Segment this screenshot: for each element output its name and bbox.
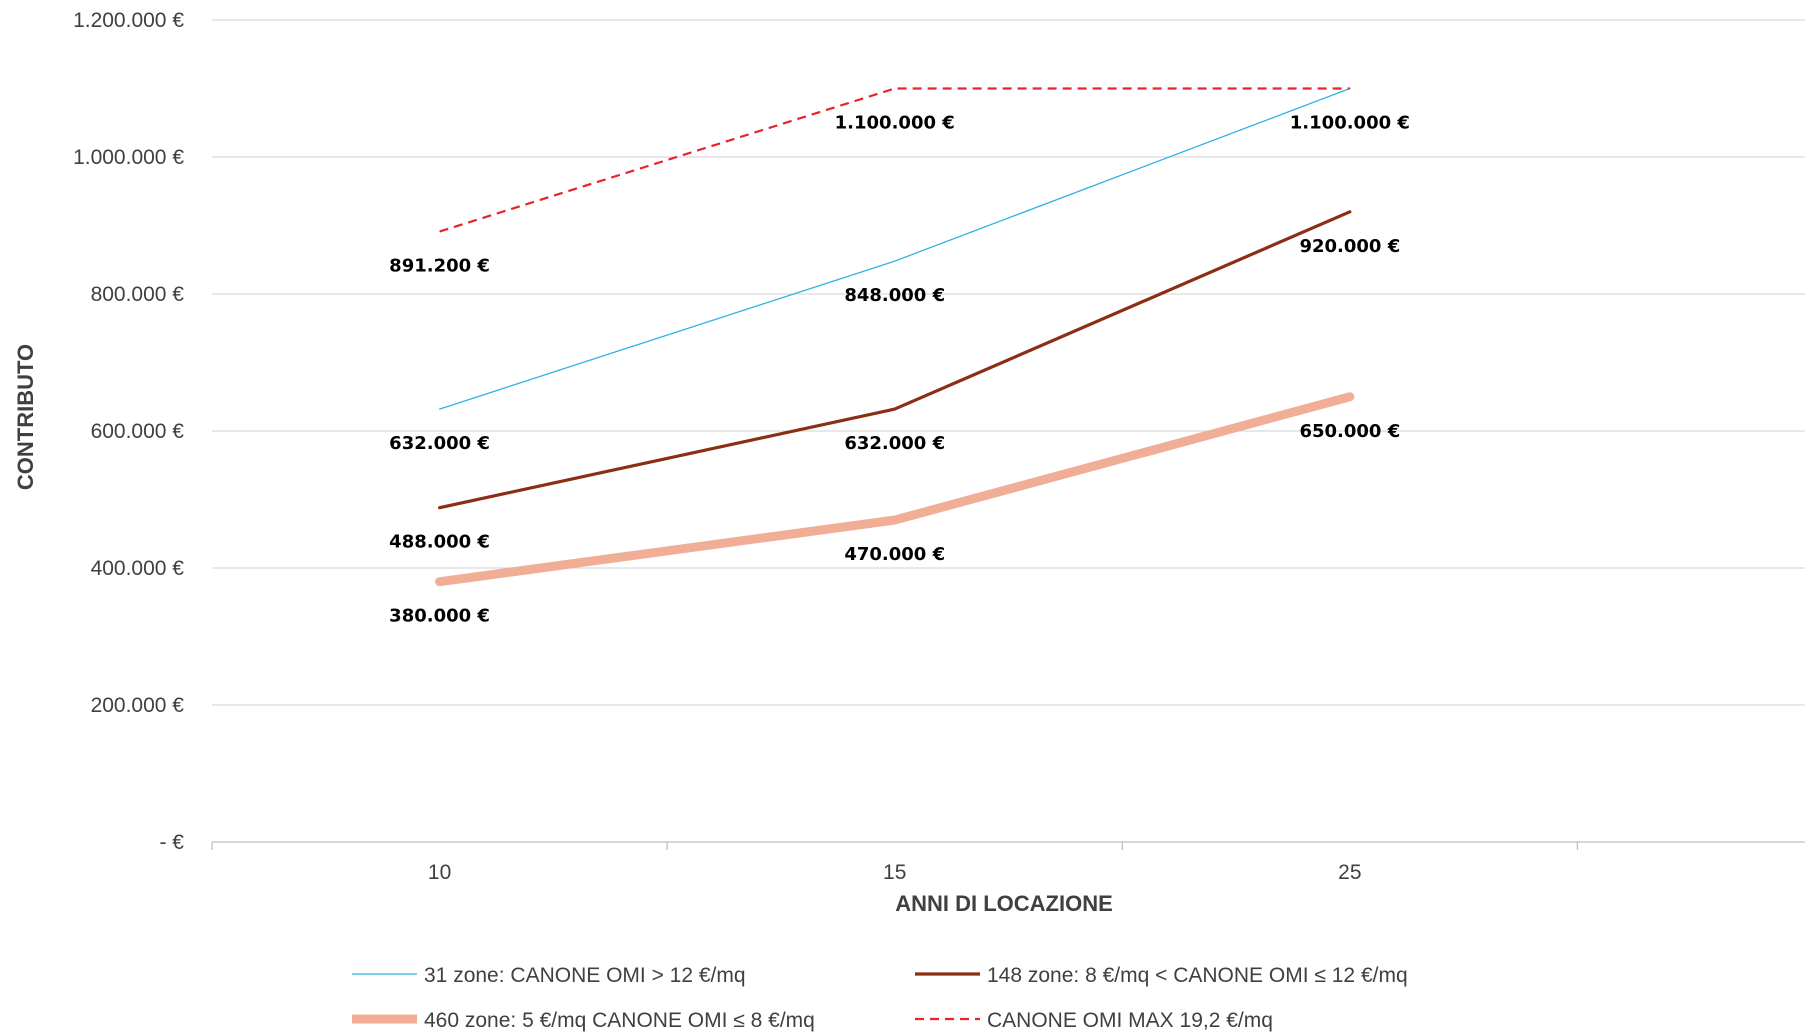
data-label: 891.200 €: [389, 256, 490, 277]
legend-label: 31 zone: CANONE OMI > 12 €/mq: [424, 964, 746, 987]
y-tick-label: 1.000.000 €: [73, 146, 184, 169]
y-tick-label: 400.000 €: [91, 557, 185, 580]
data-label: 920.000 €: [1299, 236, 1400, 257]
y-tick-label: - €: [159, 831, 184, 854]
data-label: 1.100.000 €: [835, 113, 955, 134]
data-label: 470.000 €: [844, 544, 945, 565]
data-label: 632.000 €: [389, 433, 490, 454]
data-label: 848.000 €: [844, 285, 945, 306]
legend: 31 zone: CANONE OMI > 12 €/mq 148 zone: 8…: [352, 964, 1408, 1032]
series-line-1: [437, 210, 1352, 510]
y-axis-ticks: - € 200.000 € 400.000 € 600.000 € 800.000 € 1…: [73, 9, 184, 854]
legend-label: 148 zone: 8 €/mq < CANONE OMI ≤ 12 €/mq: [987, 964, 1408, 987]
data-label: 1.100.000 €: [1290, 113, 1410, 134]
gridlines: [212, 19, 1805, 706]
series-line-0: [438, 87, 1351, 410]
y-tick-label: 600.000 €: [91, 420, 185, 443]
data-label: 632.000 €: [844, 433, 945, 454]
data-label: 650.000 €: [1299, 421, 1400, 442]
y-axis-title: CONTRIBUTO: [13, 344, 38, 490]
y-tick-label: 1.200.000 €: [73, 9, 184, 32]
x-tick-label: 15: [883, 861, 906, 884]
y-tick-label: 800.000 €: [91, 283, 185, 306]
series-lines: [435, 87, 1355, 587]
series-line-2: [435, 392, 1355, 587]
legend-label: 460 zone: 5 €/mq CANONE OMI ≤ 8 €/mq: [424, 1009, 815, 1032]
legend-label: CANONE OMI MAX 19,2 €/mq: [987, 1009, 1273, 1032]
series-line-3: [439, 87, 1350, 233]
data-label: 488.000 €: [389, 532, 490, 553]
data-label: 380.000 €: [389, 606, 490, 627]
x-tick-label: 10: [428, 861, 451, 884]
x-tick-label: 25: [1338, 861, 1361, 884]
data-labels: 632.000 € 848.000 € 488.000 € 632.000 € 920.…: [389, 113, 1410, 627]
x-axis-title: ANNI DI LOCAZIONE: [895, 891, 1113, 916]
x-axis: 10 15 25: [211, 841, 1805, 884]
y-tick-label: 200.000 €: [91, 694, 185, 717]
